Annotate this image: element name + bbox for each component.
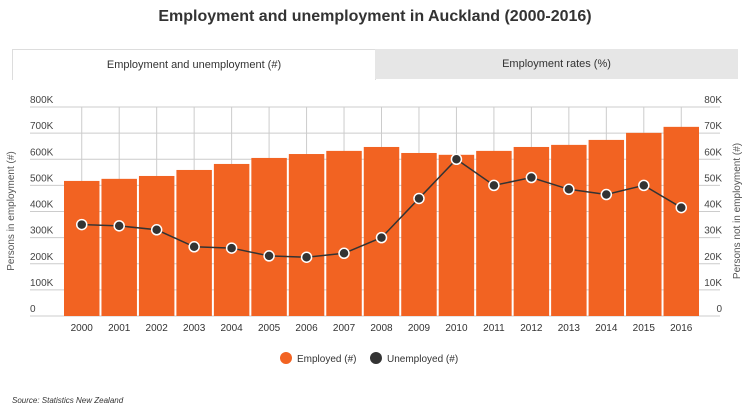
bar-employed bbox=[551, 144, 587, 316]
source-note: Source: Statistics New Zealand bbox=[12, 396, 124, 405]
point-unemployed bbox=[675, 201, 688, 214]
x-tick: 2001 bbox=[108, 323, 131, 334]
y-tick-left: 800K bbox=[30, 95, 54, 106]
chart: 0 0 100K 10K 200K 20K 300K 30K 400K 40K 500K 50K 600… bbox=[6, 95, 743, 365]
point-unemployed bbox=[563, 183, 575, 196]
x-tick: 2011 bbox=[483, 323, 505, 334]
point-unemployed bbox=[113, 220, 125, 232]
y-tick-left: 500K bbox=[30, 173, 54, 184]
x-tick: 2014 bbox=[595, 323, 618, 334]
y-tick-right: 40K bbox=[704, 200, 722, 211]
y-tick-left: 0 bbox=[30, 304, 36, 315]
x-tick: 2009 bbox=[408, 323, 431, 334]
y-tick-left: 300K bbox=[30, 226, 54, 237]
bar-employed bbox=[401, 152, 437, 316]
point-unemployed bbox=[413, 192, 425, 205]
bar-employed bbox=[251, 157, 287, 316]
legend-unemployed-marker bbox=[370, 352, 382, 364]
point-unemployed bbox=[375, 231, 388, 244]
y-tick-right: 10K bbox=[704, 278, 722, 289]
bar-employed bbox=[438, 154, 475, 316]
chart-title: Employment and unemployment in Auckland … bbox=[158, 8, 592, 25]
bar-employed bbox=[213, 163, 250, 316]
point-unemployed bbox=[225, 242, 238, 254]
x-tick: 2016 bbox=[670, 323, 693, 334]
x-tick: 2003 bbox=[183, 323, 206, 334]
x-tick: 2015 bbox=[633, 323, 656, 334]
bar-employed bbox=[476, 150, 512, 316]
x-tick: 2005 bbox=[258, 323, 281, 334]
tab-employment-rates[interactable]: Employment rates (%) bbox=[375, 49, 738, 79]
y-tick-left: 200K bbox=[30, 252, 54, 263]
point-unemployed bbox=[450, 153, 463, 165]
y-axis-label-right: Persons not in employment (#) bbox=[732, 143, 743, 279]
y-tick-left: 600K bbox=[30, 147, 54, 158]
y-tick-right: 50K bbox=[704, 173, 722, 184]
point-unemployed bbox=[150, 224, 163, 236]
bar-employed bbox=[588, 139, 625, 316]
y-tick-right: 30K bbox=[704, 226, 722, 237]
x-tick: 2004 bbox=[220, 323, 243, 334]
legend-employed-label: Employed (#) bbox=[297, 354, 356, 365]
x-tick: 2013 bbox=[558, 323, 581, 334]
point-unemployed bbox=[600, 188, 613, 201]
bar-employed bbox=[64, 180, 100, 316]
bar-employed bbox=[663, 126, 699, 316]
y-axis-label-left: Persons in employment (#) bbox=[6, 151, 17, 271]
y-tick-right: 80K bbox=[704, 95, 722, 106]
bar-employed bbox=[363, 146, 400, 316]
legend-employed-marker bbox=[280, 352, 292, 364]
point-unemployed bbox=[75, 218, 88, 231]
y-tick-left: 400K bbox=[30, 200, 54, 211]
point-unemployed bbox=[338, 247, 350, 260]
y-tick-right: 60K bbox=[704, 147, 722, 158]
x-tick: 2006 bbox=[295, 323, 318, 334]
point-unemployed bbox=[263, 250, 275, 262]
x-tick: 2012 bbox=[520, 323, 543, 334]
point-unemployed bbox=[488, 179, 500, 192]
x-tick: 2002 bbox=[146, 323, 169, 334]
point-unemployed bbox=[188, 241, 200, 253]
point-unemployed bbox=[525, 171, 538, 184]
y-tick-right: 20K bbox=[704, 252, 722, 263]
bar-employed bbox=[101, 178, 137, 316]
bar-employed bbox=[326, 150, 362, 316]
y-tick-left: 700K bbox=[30, 121, 54, 132]
point-unemployed bbox=[638, 179, 650, 192]
bar-employed bbox=[288, 154, 325, 316]
y-tick-right: 70K bbox=[704, 121, 722, 132]
point-unemployed bbox=[300, 251, 313, 263]
bar-employed bbox=[138, 175, 175, 316]
x-tick: 2000 bbox=[71, 323, 94, 334]
y-tick-left: 100K bbox=[30, 278, 54, 289]
bar-employed bbox=[626, 132, 662, 316]
x-tick: 2007 bbox=[333, 323, 356, 334]
x-tick: 2008 bbox=[370, 323, 393, 334]
x-tick: 2010 bbox=[445, 323, 468, 334]
y-tick-right: 0 bbox=[716, 304, 722, 315]
legend-unemployed-label: Unemployed (#) bbox=[387, 354, 458, 365]
